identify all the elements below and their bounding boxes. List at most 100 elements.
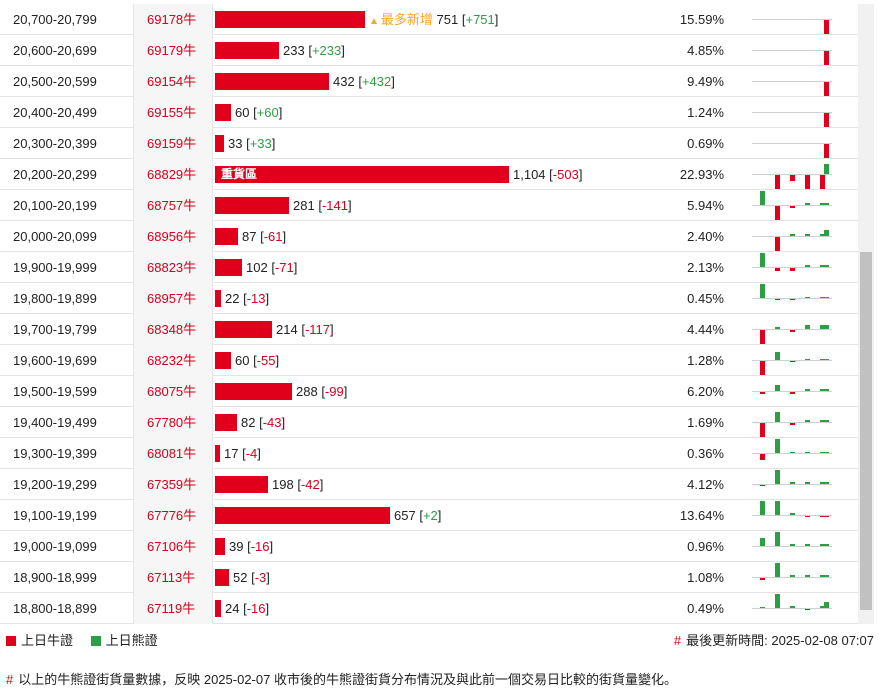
- bull-change-bar: [805, 609, 810, 610]
- table-scrollbar[interactable]: [858, 4, 874, 624]
- table-row: 19,300-19,399 68081牛 17 [-4] 0.36%: [0, 438, 858, 469]
- sparkline-baseline: [752, 360, 832, 361]
- history-sparkline: [752, 4, 832, 35]
- quantity-value: 233: [283, 43, 305, 58]
- cbbc-code-link[interactable]: 69154牛: [133, 66, 213, 97]
- bear-change-bar: [820, 575, 825, 577]
- cbbc-code-link[interactable]: 69155牛: [133, 97, 213, 128]
- quantity-change: -4: [245, 446, 258, 461]
- strike-range: 20,100-20,199: [13, 198, 97, 213]
- quantity-value: 22: [225, 291, 240, 306]
- cbbc-code-link[interactable]: 67119牛: [133, 593, 213, 624]
- bear-change-bar: [805, 575, 810, 577]
- strike-range: 19,600-19,699: [13, 353, 97, 368]
- footnote-text: 以上的牛熊證街貨量數據，反映 2025-02-07 收市後的牛熊證街貨分布情況及…: [18, 672, 677, 687]
- strike-range: 19,400-19,499: [13, 415, 97, 430]
- quantity-text: 288 [-99]: [296, 384, 348, 399]
- bull-change-bar: [790, 361, 795, 362]
- sparkline-baseline: [752, 112, 832, 113]
- bear-change-bar: [820, 234, 825, 236]
- quantity-bar: [215, 73, 329, 90]
- bull-swatch-icon: [6, 636, 16, 646]
- sparkline-baseline: [752, 608, 832, 609]
- strike-range: 20,600-20,699: [13, 43, 97, 58]
- quantity-text: 657 [+2]: [394, 508, 442, 523]
- quantity-value: 102: [246, 260, 268, 275]
- cbbc-code-link[interactable]: 69159牛: [133, 128, 213, 159]
- bear-change-bar: [824, 544, 829, 546]
- cbbc-code-link[interactable]: 67780牛: [133, 407, 213, 438]
- cbbc-code-link[interactable]: 68075牛: [133, 376, 213, 407]
- quantity-change: +2: [422, 508, 438, 523]
- scrollbar-thumb[interactable]: [860, 252, 872, 610]
- quantity-value: 281: [293, 198, 315, 213]
- cbbc-code-link[interactable]: 67359牛: [133, 469, 213, 500]
- bear-change-bar: [805, 482, 810, 484]
- sparkline-baseline: [752, 391, 832, 392]
- table-row: 20,000-20,099 68956牛 87 [-61] 2.40%: [0, 221, 858, 252]
- share-percent: 0.49%: [687, 601, 724, 616]
- bear-change-bar: [775, 532, 780, 546]
- strike-range: 19,500-19,599: [13, 384, 97, 399]
- quantity-text: 281 [-141]: [293, 198, 352, 213]
- history-sparkline: [752, 345, 832, 376]
- bull-change-bar: [775, 206, 780, 220]
- bear-change-bar: [805, 359, 810, 360]
- cbbc-code-link[interactable]: 69178牛: [133, 4, 213, 35]
- cbbc-code-link[interactable]: 68081牛: [133, 438, 213, 469]
- cbbc-code-link[interactable]: 68232牛: [133, 345, 213, 376]
- bear-change-bar: [805, 203, 810, 205]
- sparkline-baseline: [752, 267, 832, 268]
- bear-change-bar: [824, 265, 829, 267]
- bull-change-bar: [760, 361, 765, 375]
- bear-change-bar: [820, 265, 825, 267]
- bull-change-bar: [820, 516, 825, 517]
- bull-change-bar: [790, 423, 795, 425]
- cbbc-code-link[interactable]: 67106牛: [133, 531, 213, 562]
- share-percent: 0.69%: [687, 136, 724, 151]
- cbbc-code-link[interactable]: 68956牛: [133, 221, 213, 252]
- bull-change-bar: [824, 51, 829, 65]
- cbbc-code-link[interactable]: 68957牛: [133, 283, 213, 314]
- strike-range: 18,800-18,899: [13, 601, 97, 616]
- strike-range: 20,300-20,399: [13, 136, 97, 151]
- bull-change-bar: [760, 330, 765, 344]
- up-triangle-icon: ▲: [369, 16, 379, 27]
- quantity-bar: [215, 600, 221, 617]
- bull-change-bar: [790, 206, 795, 208]
- strike-range: 19,800-19,899: [13, 291, 97, 306]
- quantity-bar: [215, 42, 279, 59]
- history-sparkline: [752, 128, 832, 159]
- most-added-badge: ▲ 最多新增: [369, 12, 433, 27]
- share-percent: 22.93%: [679, 167, 724, 182]
- bull-change-bar: [760, 423, 765, 437]
- bear-change-bar: [824, 602, 829, 608]
- cbbc-code-link[interactable]: 69179牛: [133, 35, 213, 66]
- sparkline-baseline: [752, 298, 832, 299]
- quantity-value: 60: [235, 105, 250, 120]
- bear-swatch-icon: [90, 636, 101, 646]
- cbbc-code-link[interactable]: 68348牛: [133, 314, 213, 345]
- quantity-text: 102 [-71]: [246, 260, 298, 275]
- cbbc-code-link[interactable]: 68823牛: [133, 252, 213, 283]
- bear-change-bar: [775, 563, 780, 577]
- table-row: 19,600-19,699 68232牛 60 [-55] 1.28%: [0, 345, 858, 376]
- sparkline-baseline: [752, 484, 832, 485]
- cbbc-code-link[interactable]: 68757牛: [133, 190, 213, 221]
- bear-change-bar: [760, 538, 765, 546]
- cbbc-code-link[interactable]: 67776牛: [133, 500, 213, 531]
- bull-change-bar: [824, 144, 829, 158]
- cbbc-code-link[interactable]: 67113牛: [133, 562, 213, 593]
- strike-range: 19,200-19,299: [13, 477, 97, 492]
- sparkline-baseline: [752, 453, 832, 454]
- strike-range: 20,000-20,099: [13, 229, 97, 244]
- quantity-bar: [215, 11, 365, 28]
- share-percent: 13.64%: [679, 508, 724, 523]
- share-percent: 9.49%: [687, 74, 724, 89]
- quantity-text: 1,104 [-503]: [513, 167, 583, 182]
- sparkline-baseline: [752, 515, 832, 516]
- bull-change-bar: [775, 268, 780, 271]
- quantity-value: 751: [436, 12, 459, 27]
- cbbc-code-link[interactable]: 68829牛: [133, 159, 213, 190]
- legend: 上日牛證 上日熊證: [6, 633, 172, 649]
